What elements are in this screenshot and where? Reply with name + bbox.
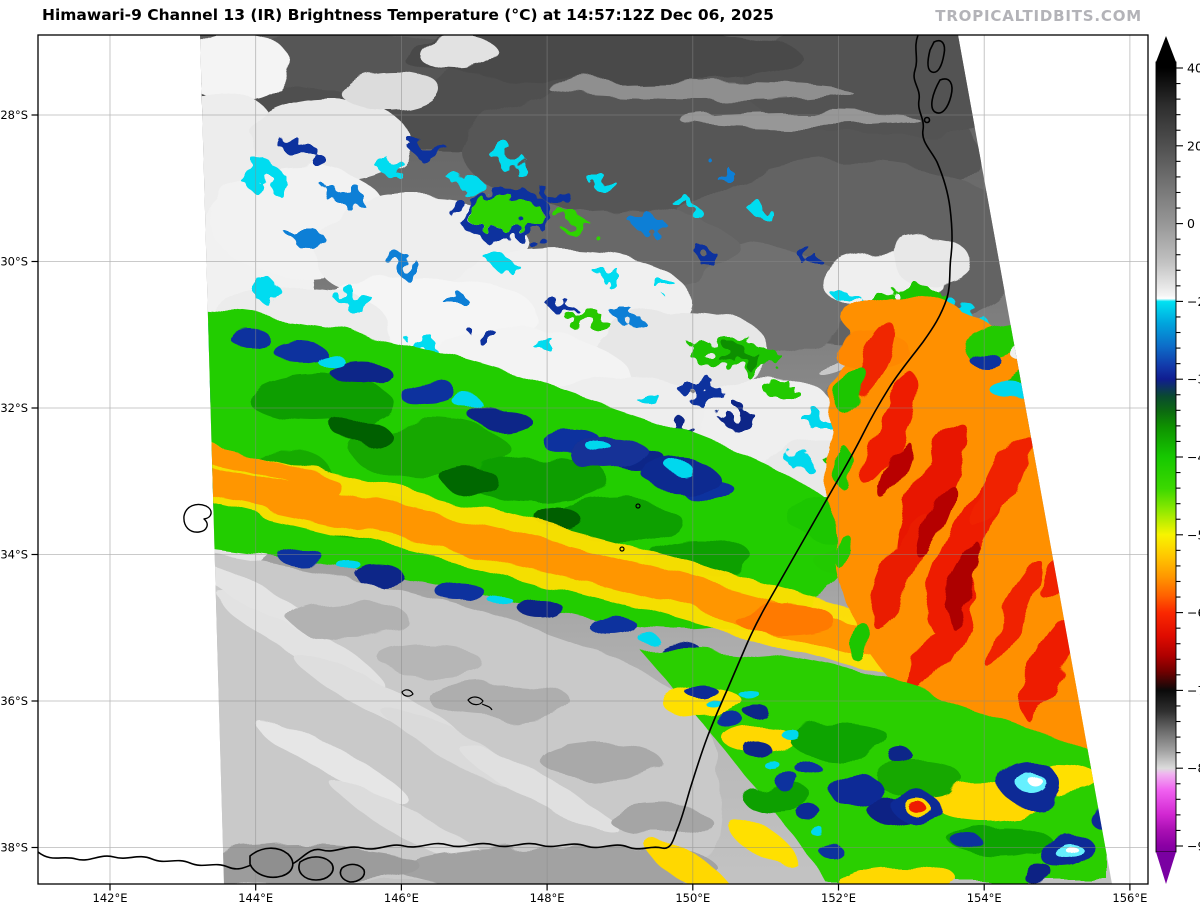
coastline (37, 34, 953, 883)
axis-ticks (31, 114, 1131, 891)
colorbar-bottom-arrow (1156, 852, 1176, 884)
lon-label: 154°E (967, 891, 1002, 905)
satellite-imagery (200, 35, 1112, 884)
lat-label: 30°S (0, 255, 28, 269)
colorbar-tick-label: −30 (1187, 372, 1200, 387)
colorbar-tick-label: −60 (1187, 605, 1200, 620)
grid-lines (38, 35, 1148, 884)
lat-label: 28°S (0, 108, 28, 122)
colorbar-tick-label: −20 (1187, 294, 1200, 309)
lon-label: 142°E (93, 891, 128, 905)
map-frame (37, 34, 1149, 885)
colorbar-top-arrow (1156, 36, 1176, 62)
x-axis-labels: 142°E 144°E 146°E 148°E 150°E 152°E 154°… (93, 891, 1148, 905)
lon-label: 156°E (1112, 891, 1147, 905)
lon-label: 152°E (821, 891, 856, 905)
watermark-tropicaltidbits: TROPICALTIDBITS.COM (935, 7, 1142, 25)
colorbar: 40 20 0 −20 −30 −40 −50 −60 −70 −80 −90 (1155, 36, 1200, 884)
lat-label: 32°S (0, 401, 28, 415)
lon-label: 146°E (384, 891, 419, 905)
lon-label: 148°E (530, 891, 565, 905)
lat-label: 38°S (0, 841, 28, 855)
colorbar-tick-label: −80 (1187, 761, 1200, 776)
lat-label: 34°S (0, 548, 28, 562)
colorbar-tick-label: −40 (1187, 450, 1200, 465)
bottom-green-layer (640, 648, 1112, 884)
colorbar-tick-labels: 40 20 0 −20 −30 −40 −50 −60 −70 −80 −90 (1187, 61, 1200, 854)
figure-title: Himawari-9 Channel 13 (IR) Brightness Te… (42, 6, 774, 24)
lat-label: 36°S (0, 694, 28, 708)
colorbar-ticks (1176, 67, 1183, 847)
colorbar-tick-label: 20 (1187, 138, 1200, 153)
y-axis-labels: 28°S 30°S 32°S 34°S 36°S 38°S (0, 108, 28, 855)
colorbar-tick-label: −90 (1187, 839, 1200, 854)
lon-label: 144°E (238, 891, 273, 905)
colorbar-gradient (1155, 61, 1177, 853)
colorbar-tick-label: −50 (1187, 527, 1200, 542)
colorbar-tick-label: −70 (1187, 683, 1200, 698)
lon-label: 150°E (675, 891, 710, 905)
colorbar-tick-label: 40 (1187, 61, 1200, 76)
colorbar-tick-label: 0 (1187, 216, 1195, 231)
